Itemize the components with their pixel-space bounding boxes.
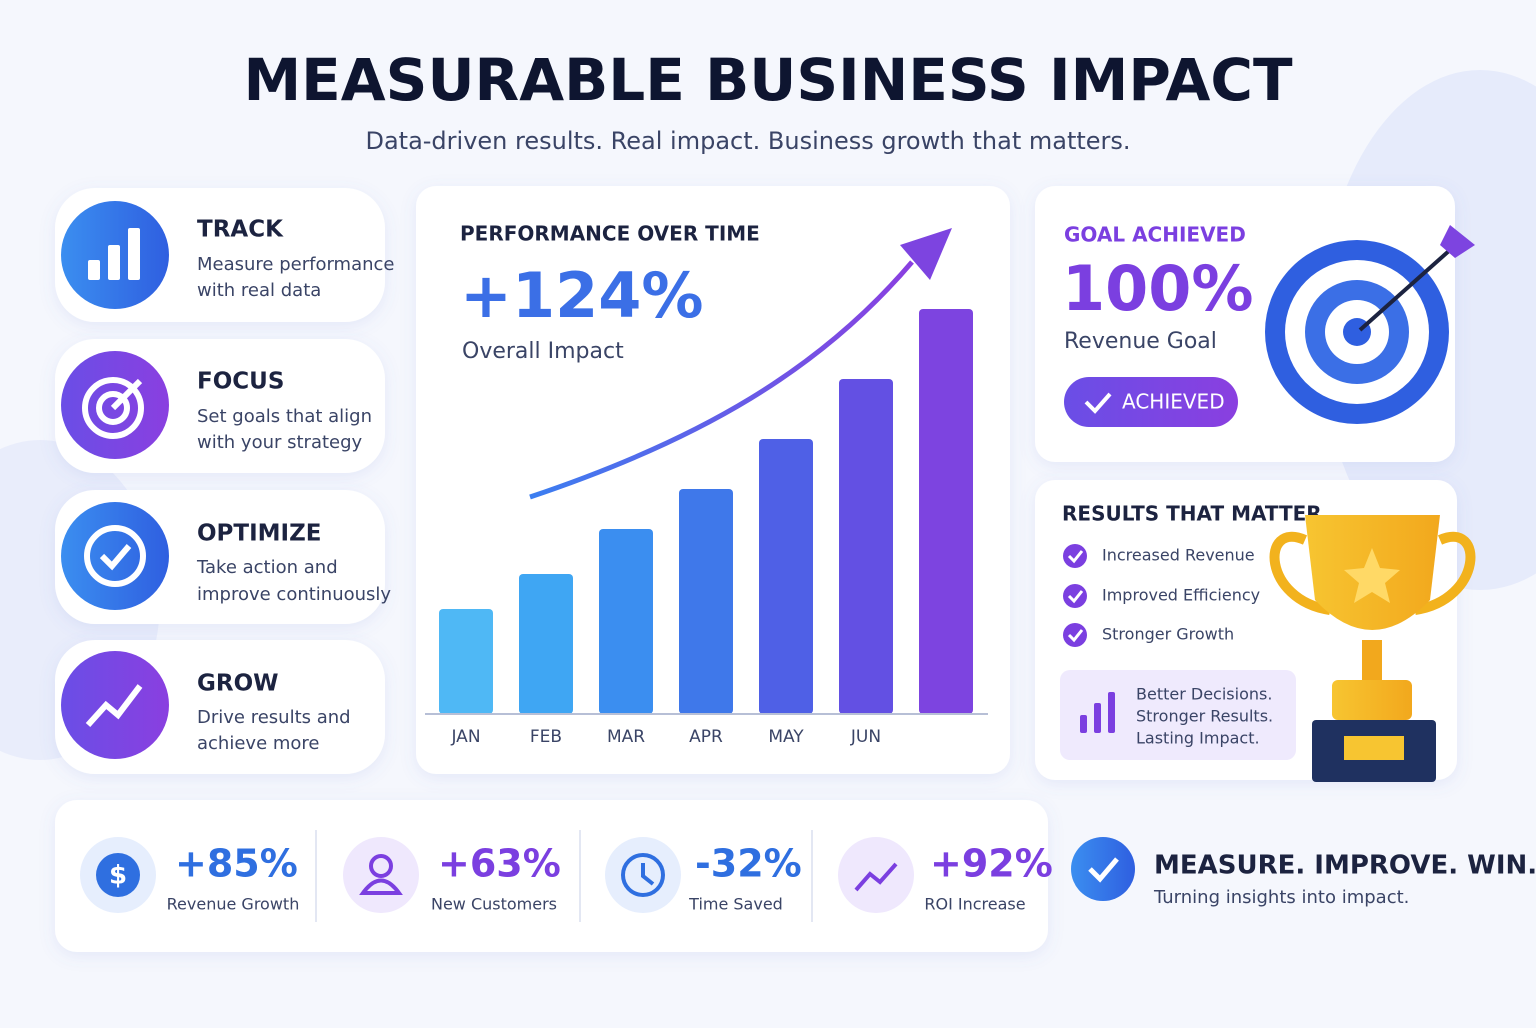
icon	[61, 502, 169, 610]
stat-label: New Customers	[431, 895, 557, 914]
pillar-text: with real data	[197, 280, 321, 301]
x-tick-label: JAN	[450, 727, 480, 747]
note-icon	[1080, 692, 1115, 733]
goal-title: GOAL ACHIEVED	[1064, 223, 1246, 247]
result-item: Stronger Growth	[1102, 625, 1234, 644]
pillar-text: improve continuously	[197, 584, 391, 605]
stat-label: Time Saved	[688, 895, 783, 914]
note-line: Better Decisions.	[1136, 685, 1272, 704]
icon	[85, 684, 143, 728]
plot: JAN FEB MAR APR MAY JUN	[439, 309, 973, 747]
icon	[61, 651, 169, 759]
x-tick-label: APR	[689, 727, 723, 747]
bar	[919, 309, 973, 714]
icon	[84, 525, 146, 587]
pillar-text: Take action and	[196, 557, 338, 578]
stats-card	[55, 800, 1048, 952]
headline: +124%	[460, 259, 704, 332]
pillar-title: FOCUS	[197, 369, 284, 395]
chart-title: PERFORMANCE OVER TIME	[460, 222, 760, 246]
stat-label: Revenue Growth	[167, 895, 300, 914]
target-icon	[1265, 225, 1475, 424]
pillar-title: GROW	[197, 671, 279, 697]
badge-text: ACHIEVED	[1122, 390, 1225, 414]
x-tick-label: FEB	[530, 727, 562, 747]
tagline-text: Turning insights into impact.	[1153, 887, 1409, 908]
subtitle: Data-driven results. Real impact. Busine…	[365, 127, 1130, 155]
note-line: Stronger Results.	[1136, 707, 1273, 726]
pillar-text: Set goals that align	[197, 406, 372, 427]
stat-icons: $	[80, 837, 914, 913]
tagline-icon	[1088, 857, 1119, 883]
goal-label: Revenue Goal	[1064, 329, 1217, 354]
x-tick-label: MAR	[607, 727, 645, 747]
arrow-head	[900, 228, 952, 280]
bar	[599, 529, 653, 714]
note-line: Lasting Impact.	[1136, 729, 1260, 748]
icon	[88, 228, 140, 280]
tagline-icon	[1071, 837, 1135, 901]
badge	[1064, 377, 1238, 427]
pillar-text: Drive results and	[197, 707, 351, 728]
bar	[839, 379, 893, 714]
stat-value: +92%	[930, 842, 1053, 886]
bar	[759, 439, 813, 714]
dividers	[315, 830, 813, 922]
result-item: Improved Efficiency	[1102, 586, 1260, 605]
bar	[679, 489, 733, 714]
stat-value: -32%	[695, 842, 802, 886]
trend-arrow	[529, 260, 914, 500]
pillar-title: TRACK	[197, 217, 284, 243]
pillar-text: achieve more	[197, 733, 319, 754]
badge-check	[1084, 392, 1112, 414]
pillar-text: Measure performance	[197, 254, 395, 275]
results-title: RESULTS THAT MATTER	[1062, 502, 1322, 526]
stat-value: +63%	[438, 842, 561, 886]
pillar-text: with your strategy	[197, 432, 363, 453]
result-item: Increased Revenue	[1102, 546, 1255, 565]
goal-value: 100%	[1062, 252, 1254, 325]
page-title: MEASURABLE BUSINESS IMPACT	[243, 46, 1293, 114]
trophy	[1269, 515, 1476, 782]
tagline-title: MEASURE. IMPROVE. WIN.	[1154, 851, 1536, 881]
stat-value: +85%	[175, 842, 298, 886]
x-tick-label: JUN	[850, 727, 881, 747]
svg-text:$: $	[109, 861, 127, 891]
checks	[1063, 544, 1087, 647]
icon	[82, 377, 144, 439]
x-tick-label: MAY	[768, 727, 804, 747]
pillar-title: OPTIMIZE	[197, 521, 322, 547]
pillars: TRACK Measure performance with real data…	[55, 188, 395, 774]
note-box	[1060, 670, 1296, 760]
bar	[439, 609, 493, 714]
bar	[519, 574, 573, 714]
stat-label: ROI Increase	[924, 895, 1025, 914]
headline-label: Overall Impact	[462, 339, 624, 364]
